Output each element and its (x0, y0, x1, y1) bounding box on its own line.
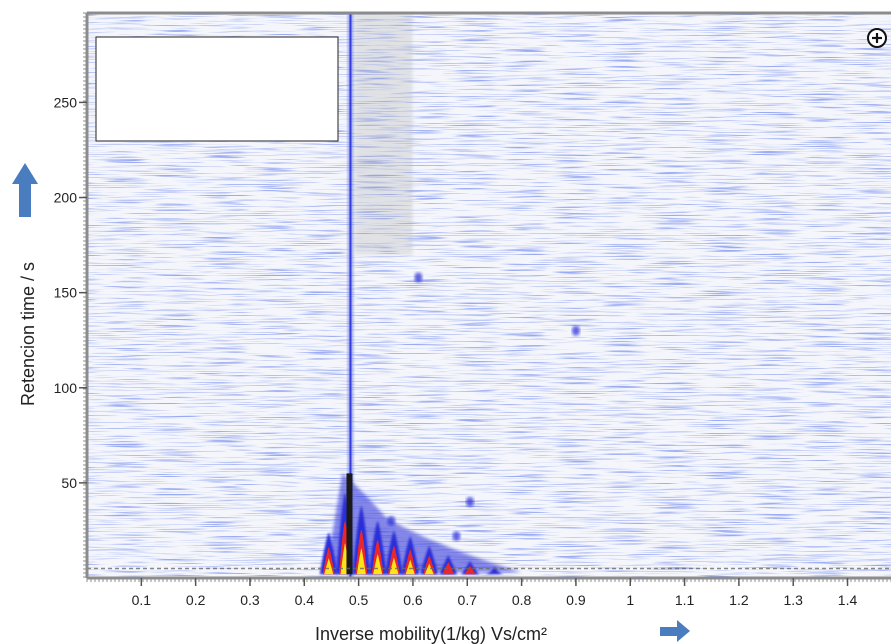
x-tick-label: 1 (626, 592, 634, 608)
peak-blue (485, 566, 504, 575)
y-tick-label: 200 (54, 190, 78, 206)
y-tick-label: 250 (54, 94, 78, 110)
heatmap-spot (452, 531, 461, 542)
x-axis-title: Inverse mobility(1/kg) Vs/cm² (315, 624, 547, 644)
up-arrow-icon (12, 163, 38, 217)
x-tick-label: 0.4 (295, 592, 315, 608)
plot-frame (83, 11, 891, 582)
gray-band (354, 13, 413, 255)
x-tick-label: 1.3 (783, 592, 803, 608)
y-axis-title: Retencion time / s (18, 262, 38, 406)
y-tick-label: 50 (61, 475, 77, 491)
x-tick-label: 0.9 (566, 592, 586, 608)
x-axis-ticks: 0.1 0.2 0.3 0.4 0.5 0.6 0.7 0.8 0.9 1 1.1 1.2 1.3 1.4 (132, 578, 858, 608)
rip-line-dark (346, 473, 353, 575)
right-arrow-icon (660, 620, 690, 642)
x-tick-label: 1.2 (729, 592, 749, 608)
rip-line (346, 13, 354, 578)
peak-yellow (405, 559, 415, 575)
peak-red (463, 565, 476, 575)
heatmap-spot (465, 496, 474, 507)
heatmap-spot (414, 272, 423, 283)
x-tick-label: 0.5 (349, 592, 369, 608)
peak-yellow (356, 548, 366, 575)
x-tick-label: 0.7 (458, 592, 478, 608)
peak-yellow (389, 557, 399, 575)
y-tick-label: 100 (54, 380, 78, 396)
x-tick-label: 0.1 (132, 592, 152, 608)
gray-band-shade (354, 13, 413, 255)
x-tick-label: 1.4 (838, 592, 858, 608)
info-box: Amplify. 10.0Lowest Displayed Intensity.… (95, 36, 339, 142)
peak-red (442, 561, 455, 575)
x-tick-label: 1.1 (675, 592, 695, 608)
peak-yellow (424, 563, 434, 575)
heatmap-spot (571, 325, 580, 336)
zoom-in-icon[interactable] (867, 28, 887, 48)
y-axis-ticks: 50 100 150 200 250 (54, 94, 87, 491)
y-tick-label: 150 (54, 285, 78, 301)
x-tick-label: 0.2 (186, 592, 206, 608)
x-tick-label: 0.6 (403, 592, 423, 608)
heatmap-peaks (319, 473, 522, 575)
rip-line-core (349, 13, 352, 578)
x-tick-label: 0.3 (240, 592, 260, 608)
peak-yellow (324, 558, 334, 575)
x-tick-label: 0.8 (512, 592, 532, 608)
